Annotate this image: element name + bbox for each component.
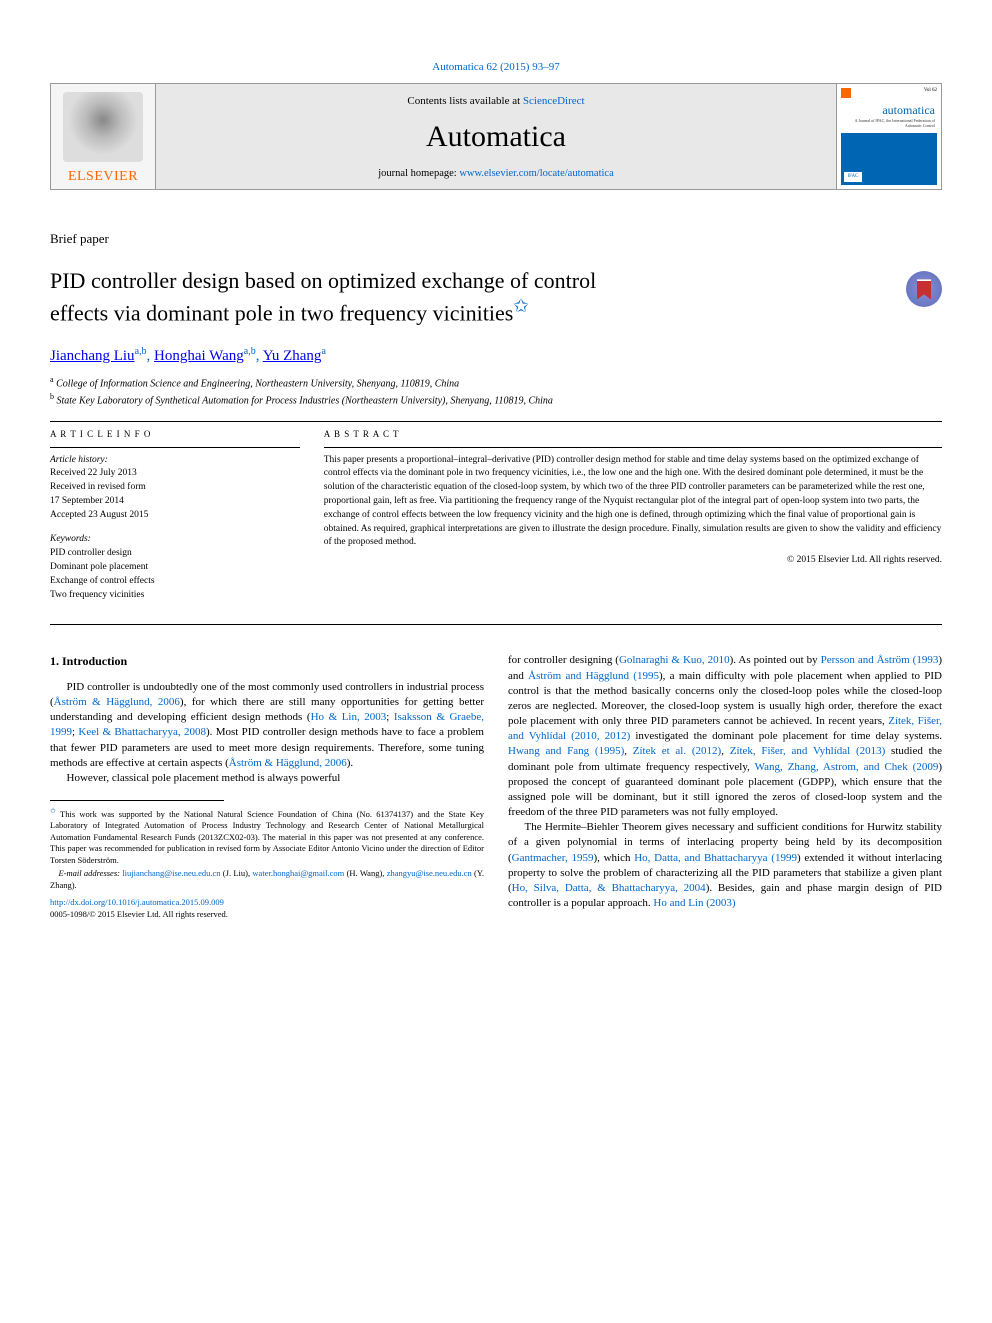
cover-body: IFAC <box>841 133 937 185</box>
citation-link[interactable]: (1999 <box>768 852 797 864</box>
affiliation-b: State Key Laboratory of Synthetical Auto… <box>57 396 553 407</box>
keywords-heading: Keywords: <box>50 533 300 547</box>
homepage-link[interactable]: www.elsevier.com/locate/automatica <box>459 168 613 179</box>
keyword-1: Dominant pole placement <box>50 561 300 575</box>
email-link[interactable]: zhangyu@ise.neu.edu.cn <box>387 868 472 878</box>
citation-link[interactable]: Ho, Silva, Datta, & Bhattacharyya, 2004 <box>512 882 706 894</box>
footnote-1: ✩ This work was supported by the Nationa… <box>50 807 484 866</box>
abstract-text: This paper presents a proportional–integ… <box>324 454 942 550</box>
abstract-heading: A B S T R A C T <box>324 428 942 441</box>
title-row: PID controller design based on optimized… <box>50 267 942 326</box>
cover-subtitle: A Journal of IFAC, the International Fed… <box>841 118 937 129</box>
author-affil-2: a,b <box>244 346 256 357</box>
citation-link[interactable]: (1995 <box>629 670 659 682</box>
citation-link[interactable]: (2009 <box>908 761 939 773</box>
revised-date: 17 September 2014 <box>50 495 300 509</box>
keyword-0: PID controller design <box>50 547 300 561</box>
rule-top <box>50 421 942 422</box>
author-link-3[interactable]: Yu Zhang <box>263 348 322 364</box>
doi-link[interactable]: http://dx.doi.org/10.1016/j.automatica.2… <box>50 897 224 907</box>
journal-name: Automatica <box>426 117 566 158</box>
author-link-1[interactable]: Jianchang Liu <box>50 348 135 364</box>
title-line1: PID controller design based on optimized… <box>50 268 596 293</box>
ifac-logo: IFAC <box>844 172 862 182</box>
author-link-2[interactable]: Honghai Wang <box>154 348 244 364</box>
author-affil-1: a,b <box>135 346 147 357</box>
citation-link[interactable]: Hwang and Fang (1995) <box>508 745 624 757</box>
affiliations: a College of Information Science and Eng… <box>50 374 942 409</box>
citation-link[interactable]: Ho & Lin, 2003 <box>311 711 387 723</box>
copyright: © 2015 Elsevier Ltd. All rights reserved… <box>324 554 942 568</box>
sciencedirect-link[interactable]: ScienceDirect <box>523 95 585 107</box>
cover-title: automatica <box>841 102 937 118</box>
history-label: Article history: <box>50 454 300 468</box>
contents-line: Contents lists available at ScienceDirec… <box>407 94 584 109</box>
crossmark-button[interactable] <box>906 271 942 307</box>
footnotes: ✩ This work was supported by the Nationa… <box>50 807 484 891</box>
authors-list: Jianchang Liua,b, Honghai Wanga,b, Yu Zh… <box>50 345 942 366</box>
citation-link[interactable]: Zítek et al. (2012) <box>633 745 721 757</box>
footnote-star-icon[interactable]: ✩ <box>513 296 528 316</box>
citation-link[interactable]: (1993 <box>910 654 939 666</box>
citation-link[interactable]: Åström & Hägglund, 2006 <box>229 757 347 769</box>
citation-link[interactable]: Ho, Datta, and Bhattacharyya <box>634 852 767 864</box>
email-link[interactable]: liujianchang@ise.neu.edu.cn <box>122 868 220 878</box>
article-info: A R T I C L E I N F O Article history: R… <box>50 428 300 603</box>
info-rule <box>50 447 300 448</box>
abstract-rule <box>324 447 942 448</box>
doi-copyright: 0005-1098/© 2015 Elsevier Ltd. All right… <box>50 909 484 921</box>
received: Received 22 July 2013 <box>50 467 300 481</box>
title-line2: effects via dominant pole in two frequen… <box>50 300 513 325</box>
journal-ref-link[interactable]: Automatica 62 (2015) 93–97 <box>432 61 559 73</box>
journal-header-box: ELSEVIER Contents lists available at Sci… <box>50 83 942 190</box>
footnote-emails: E-mail addresses: liujianchang@ise.neu.e… <box>50 868 484 891</box>
affiliation-a: College of Information Science and Engin… <box>56 378 459 389</box>
citation-link[interactable]: Åström & Hägglund, 2006 <box>54 696 180 708</box>
homepage-prefix: journal homepage: <box>378 168 459 179</box>
citation-link[interactable]: Zítek, Fišer, and Vyhlídal (2013) <box>730 745 886 757</box>
accepted: Accepted 23 August 2015 <box>50 509 300 523</box>
journal-reference: Automatica 62 (2015) 93–97 <box>50 60 942 75</box>
footnote-star-icon: ✩ <box>50 807 56 815</box>
bookmark-icon <box>917 279 931 299</box>
revised: Received in revised form <box>50 481 300 495</box>
email-link[interactable]: water.honghai@gmail.com <box>252 868 344 878</box>
citation-link[interactable]: Wang, Zhang, Astrom, and Chek <box>755 761 908 773</box>
footnote-separator <box>50 800 224 801</box>
citation-link[interactable]: Keel & Bhattacharyya, 2008 <box>78 726 206 738</box>
article-type-label: Brief paper <box>50 230 942 248</box>
header-center: Contents lists available at ScienceDirec… <box>156 84 836 189</box>
cover-publisher-icon <box>841 88 851 98</box>
citation-link[interactable]: Persson and Åström <box>821 654 910 666</box>
elsevier-logo[interactable]: ELSEVIER <box>51 84 156 189</box>
rule-bottom <box>50 624 942 625</box>
keyword-2: Exchange of control effects <box>50 575 300 589</box>
citation-link[interactable]: Gantmacher, 1959 <box>512 852 594 864</box>
cover-issue: Vol 62 <box>924 88 937 102</box>
paragraph: for controller designing (Golnaraghi & K… <box>508 653 942 820</box>
paragraph: PID controller is undoubtedly one of the… <box>50 680 484 771</box>
contents-prefix: Contents lists available at <box>407 95 522 107</box>
author-affil-3: a <box>321 346 325 357</box>
homepage-line: journal homepage: www.elsevier.com/locat… <box>378 167 614 181</box>
elsevier-tree-icon <box>63 92 143 162</box>
paragraph: However, classical pole placement method… <box>50 771 484 786</box>
journal-cover-thumb[interactable]: Vol 62 automatica A Journal of IFAC, the… <box>836 84 941 189</box>
body-columns: 1. Introduction PID controller is undoub… <box>50 653 942 920</box>
paragraph: The Hermite–Biehler Theorem gives necess… <box>508 820 942 911</box>
abstract: A B S T R A C T This paper presents a pr… <box>324 428 942 603</box>
paper-title: PID controller design based on optimized… <box>50 267 596 326</box>
info-abstract-row: A R T I C L E I N F O Article history: R… <box>50 428 942 603</box>
citation-link[interactable]: Åström and Hägglund <box>528 670 629 682</box>
keyword-3: Two frequency vicinities <box>50 589 300 603</box>
info-heading: A R T I C L E I N F O <box>50 428 300 441</box>
doi: http://dx.doi.org/10.1016/j.automatica.2… <box>50 897 484 909</box>
section-heading: 1. Introduction <box>50 653 484 670</box>
citation-link[interactable]: Golnaraghi & Kuo, 2010 <box>619 654 730 666</box>
citation-link[interactable]: Ho and Lin (2003) <box>653 897 735 909</box>
elsevier-text: ELSEVIER <box>68 168 138 189</box>
